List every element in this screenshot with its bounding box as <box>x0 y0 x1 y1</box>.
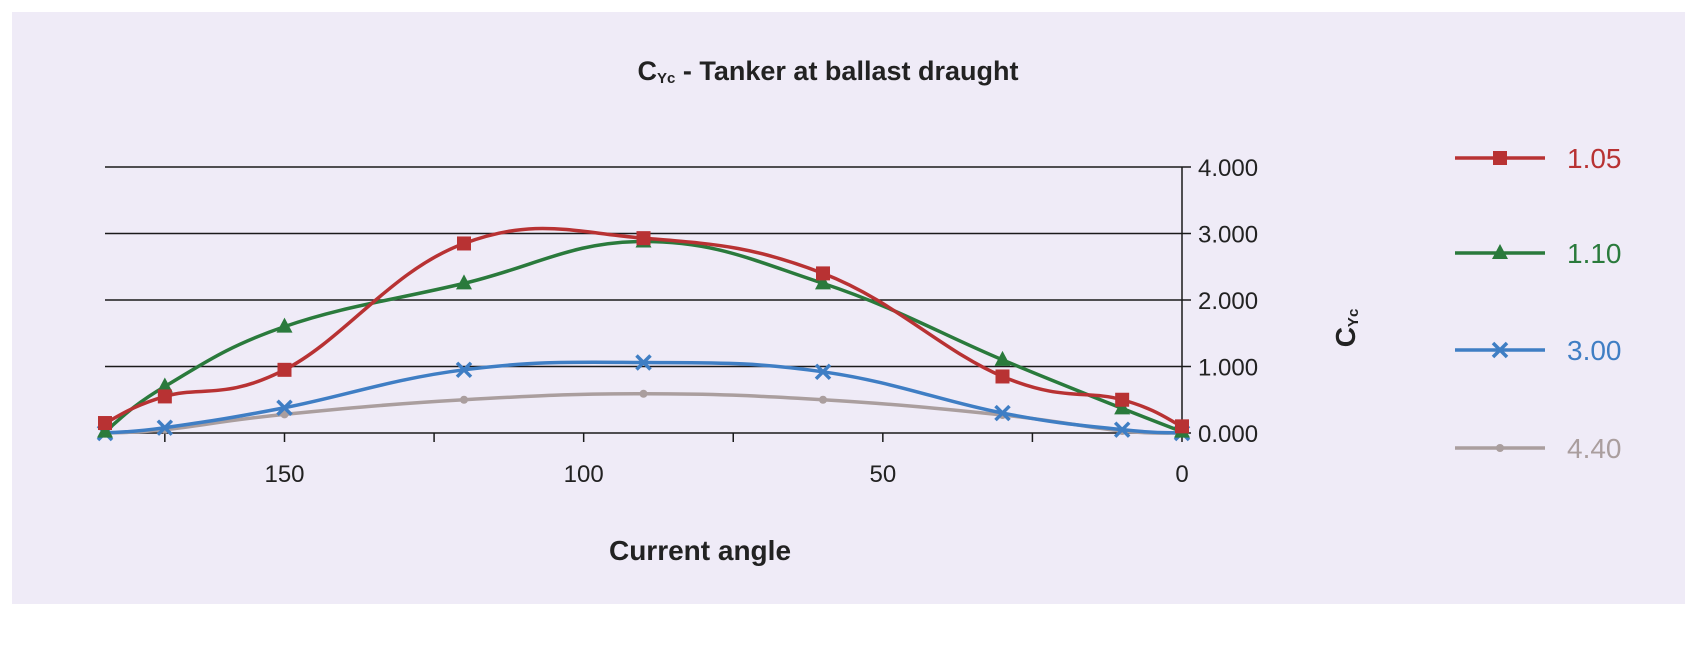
y-tick-label: 4.000 <box>1198 155 1258 182</box>
data-point-3.00 <box>455 361 473 379</box>
legend-marker <box>1493 151 1507 165</box>
legend-label: 4.40 <box>1567 433 1622 464</box>
y-axis-ticks: 0.000 1.000 2.000 3.000 4.000 <box>1182 155 1258 448</box>
data-point-1.05 <box>98 416 112 431</box>
legend-marker <box>1492 244 1508 259</box>
data-point-1.10 <box>97 422 113 438</box>
data-point-1.10 <box>456 274 472 290</box>
y-tick-label: 1.000 <box>1198 355 1258 382</box>
legend-item-4.40: 4.40 <box>1455 433 1622 464</box>
data-point-1.10 <box>815 274 831 290</box>
data-point-1.05 <box>636 231 651 246</box>
y-tick-label: 2.000 <box>1198 288 1258 315</box>
chart-title: CYc - Tanker at ballast draught <box>638 56 1019 87</box>
legend-item-3.00: 3.00 <box>1455 335 1622 366</box>
data-point-3.00 <box>994 404 1011 422</box>
data-point-1.10 <box>156 377 173 393</box>
legend-label: 1.10 <box>1567 238 1622 269</box>
data-point-3.00 <box>814 363 832 381</box>
data-point-3.00 <box>1113 421 1131 438</box>
x-axis-title: Current angle <box>609 535 791 566</box>
data-point-4.40 <box>819 395 827 404</box>
data-point-3.00 <box>156 419 174 436</box>
series-1.05 <box>98 226 1189 434</box>
legend-marker <box>1496 444 1504 452</box>
data-point-4.40 <box>460 395 468 404</box>
legend-label: 3.00 <box>1567 335 1622 366</box>
series-3.00 <box>96 354 1191 442</box>
y-tick-label: 0.000 <box>1198 421 1258 448</box>
x-stroke <box>1113 421 1131 438</box>
data-point-1.10 <box>994 350 1011 366</box>
data-point-3.00 <box>276 399 293 416</box>
x-tick-label: 50 <box>869 461 896 488</box>
x-stroke <box>276 399 293 416</box>
x-stroke <box>814 363 832 381</box>
y-tick-label: 3.000 <box>1198 222 1258 249</box>
chart-background <box>12 12 1685 604</box>
data-point-1.05 <box>457 236 471 251</box>
legend-label: 1.05 <box>1567 143 1622 174</box>
data-point-1.05 <box>1115 392 1130 407</box>
data-point-1.05 <box>277 362 292 377</box>
data-point-1.05 <box>1175 419 1189 434</box>
x-tick-label: 100 <box>564 461 604 488</box>
legend-item-1.10: 1.10 <box>1455 238 1622 269</box>
data-point-4.40 <box>280 410 289 419</box>
x-stroke <box>156 419 174 436</box>
x-tick-label: 0 <box>1175 461 1188 488</box>
data-point-1.05 <box>157 389 172 404</box>
legend-item-1.05: 1.05 <box>1455 143 1622 174</box>
legend-marker <box>1491 341 1509 359</box>
x-stroke <box>455 361 473 379</box>
data-point-1.10 <box>1114 399 1131 415</box>
data-point-3.00 <box>635 354 652 371</box>
data-point-1.10 <box>276 317 293 333</box>
series-layer <box>96 226 1191 442</box>
x-stroke <box>1491 341 1509 359</box>
x-tick-label: 150 <box>264 461 304 488</box>
x-stroke <box>635 354 652 371</box>
data-point-4.40 <box>639 389 648 398</box>
legend: 1.05 1.10 3.00 4.40 <box>1455 143 1622 464</box>
x-axis-ticks: 150 100 50 0 <box>164 433 1189 488</box>
data-point-1.05 <box>816 266 830 281</box>
x-stroke <box>994 404 1011 422</box>
y-axis-title: CYc <box>1330 309 1362 348</box>
data-point-1.05 <box>995 369 1010 384</box>
